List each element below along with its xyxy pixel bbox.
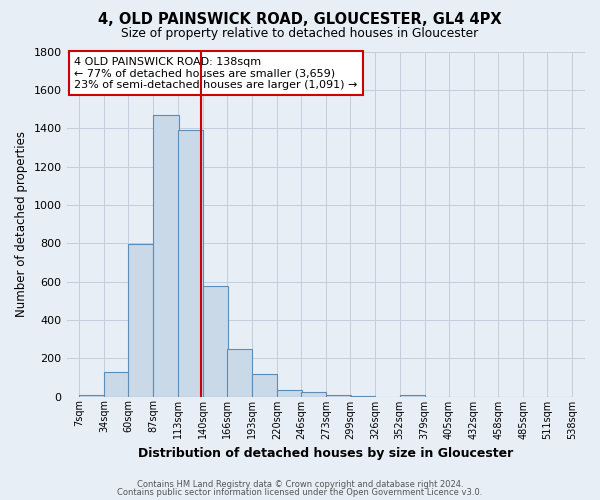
Bar bbox=[252, 374, 277, 396]
Y-axis label: Number of detached properties: Number of detached properties bbox=[15, 131, 28, 317]
Bar bbox=[203, 286, 228, 397]
Text: Contains public sector information licensed under the Open Government Licence v3: Contains public sector information licen… bbox=[118, 488, 482, 497]
Text: 4 OLD PAINSWICK ROAD: 138sqm
← 77% of detached houses are smaller (3,659)
23% of: 4 OLD PAINSWICK ROAD: 138sqm ← 77% of de… bbox=[74, 56, 358, 90]
Bar bbox=[227, 349, 252, 397]
Text: Contains HM Land Registry data © Crown copyright and database right 2024.: Contains HM Land Registry data © Crown c… bbox=[137, 480, 463, 489]
Bar bbox=[79, 394, 104, 396]
Text: Size of property relative to detached houses in Gloucester: Size of property relative to detached ho… bbox=[121, 28, 479, 40]
Text: 4, OLD PAINSWICK ROAD, GLOUCESTER, GL4 4PX: 4, OLD PAINSWICK ROAD, GLOUCESTER, GL4 4… bbox=[98, 12, 502, 28]
Bar bbox=[104, 372, 129, 396]
X-axis label: Distribution of detached houses by size in Gloucester: Distribution of detached houses by size … bbox=[138, 447, 514, 460]
Bar bbox=[400, 394, 425, 396]
Bar bbox=[154, 115, 179, 396]
Bar bbox=[326, 395, 352, 396]
Bar bbox=[277, 390, 302, 396]
Bar bbox=[128, 244, 154, 396]
Bar bbox=[301, 392, 326, 396]
Bar bbox=[178, 130, 203, 396]
